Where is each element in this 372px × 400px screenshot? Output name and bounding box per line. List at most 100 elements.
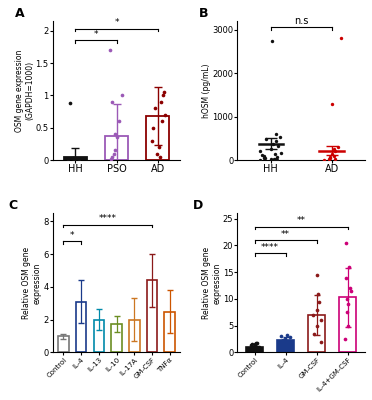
Point: [273, 131, 279, 137]
Point: [156, 144, 162, 150]
Bar: [94, 320, 104, 352]
Point: [338, 35, 344, 42]
Point: [159, 118, 165, 124]
Point: [327, 154, 333, 160]
Bar: [58, 336, 69, 352]
Point: [273, 156, 279, 162]
Point: [286, 338, 292, 344]
Bar: [246, 347, 263, 352]
Point: [329, 150, 335, 157]
Point: [345, 322, 351, 329]
Point: [326, 156, 332, 163]
Point: [272, 151, 278, 157]
Point: [275, 143, 280, 150]
Point: [162, 112, 168, 118]
Y-axis label: hOSM (pg/mL): hOSM (pg/mL): [202, 63, 211, 118]
Point: [160, 92, 166, 98]
Point: [331, 152, 337, 159]
Point: [119, 92, 125, 98]
Text: C: C: [8, 199, 17, 212]
Point: [254, 340, 260, 346]
Text: **: **: [281, 230, 290, 239]
Point: [279, 340, 285, 346]
Point: [108, 156, 113, 162]
Point: [273, 138, 279, 145]
Point: [109, 154, 115, 160]
Point: [343, 240, 349, 246]
Point: [158, 99, 164, 105]
Point: [314, 306, 320, 313]
Point: [109, 99, 115, 105]
Point: [343, 274, 349, 281]
Text: ****: ****: [99, 214, 117, 223]
Point: [150, 138, 155, 144]
Point: [318, 338, 324, 345]
Bar: [129, 320, 140, 352]
Point: [314, 272, 320, 278]
Point: [261, 153, 267, 160]
Text: **: **: [297, 216, 306, 225]
Point: [157, 154, 163, 160]
Point: [253, 340, 259, 346]
Point: [152, 105, 158, 112]
Point: [161, 89, 167, 95]
Point: [248, 346, 254, 352]
Point: [321, 157, 327, 163]
Point: [257, 148, 263, 155]
Bar: [64, 157, 87, 160]
Point: [269, 37, 275, 44]
Text: *: *: [70, 231, 74, 240]
Point: [280, 336, 286, 343]
Point: [331, 146, 337, 152]
Point: [277, 134, 283, 140]
Text: *: *: [94, 30, 98, 39]
Point: [150, 124, 156, 131]
Point: [333, 156, 339, 162]
Point: [273, 154, 279, 160]
Point: [67, 100, 73, 106]
Point: [261, 154, 267, 161]
Bar: [76, 302, 87, 352]
Y-axis label: OSM gene expression
(GAPDH=1000): OSM gene expression (GAPDH=1000): [15, 49, 34, 132]
Point: [342, 336, 348, 342]
Y-axis label: Relative OSM gene
expression: Relative OSM gene expression: [22, 247, 42, 319]
Point: [252, 343, 258, 349]
Point: [345, 301, 351, 308]
Point: [316, 298, 322, 305]
Point: [112, 131, 118, 138]
Point: [348, 288, 354, 294]
Point: [112, 147, 118, 154]
Point: [114, 134, 120, 141]
Point: [287, 334, 293, 341]
Point: [65, 156, 71, 162]
Text: *: *: [114, 18, 119, 27]
Point: [282, 335, 288, 342]
Point: [248, 342, 254, 348]
Point: [116, 118, 122, 124]
Point: [318, 317, 324, 324]
Bar: [308, 315, 326, 352]
Bar: [339, 297, 356, 352]
Point: [76, 156, 82, 163]
Point: [256, 343, 262, 350]
Point: [107, 47, 113, 53]
Point: [249, 341, 255, 348]
Point: [344, 296, 350, 302]
Text: ****: ****: [261, 243, 279, 252]
Point: [257, 156, 263, 163]
Point: [263, 136, 269, 142]
Point: [268, 156, 274, 162]
Point: [268, 146, 274, 152]
Point: [111, 150, 117, 157]
Point: [329, 100, 335, 107]
Bar: [277, 340, 294, 352]
Point: [278, 150, 284, 156]
Point: [254, 344, 260, 350]
Point: [311, 330, 317, 337]
Point: [310, 312, 316, 318]
Point: [327, 155, 333, 161]
Point: [278, 333, 284, 340]
Point: [274, 157, 280, 163]
Point: [281, 338, 287, 345]
Point: [71, 157, 77, 163]
